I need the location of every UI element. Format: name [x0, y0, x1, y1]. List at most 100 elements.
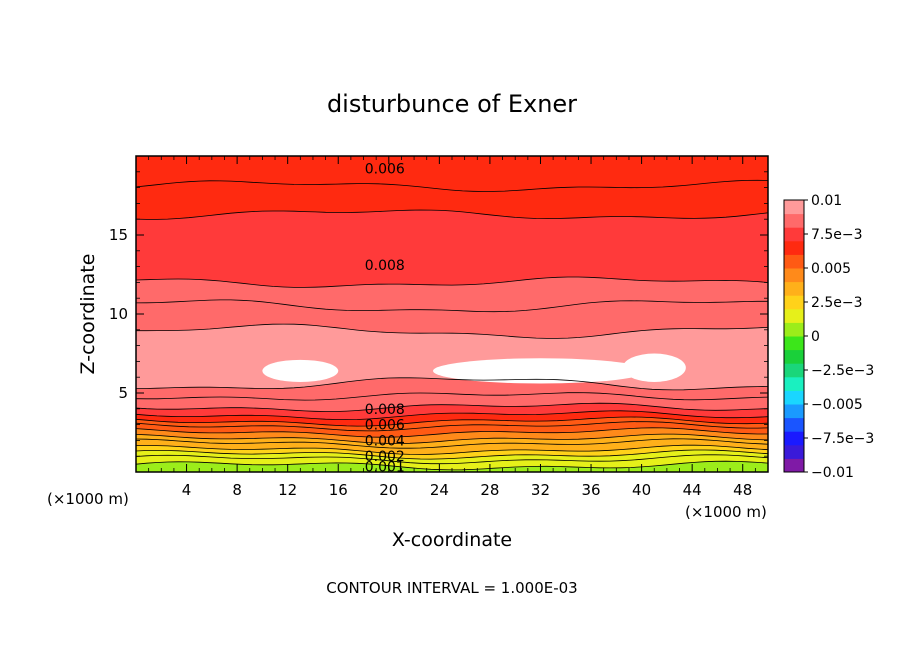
x-tick-label: 44 — [683, 481, 702, 499]
above-max-region — [433, 358, 648, 384]
colorbar-tick-label: 0.01 — [811, 193, 842, 209]
colorbar-tick-label: 0.005 — [811, 261, 851, 277]
x-axis-label: X-coordinate — [392, 529, 512, 551]
colorbar-tick-label: 2.5e−3 — [811, 295, 863, 311]
colorbar-swatch — [784, 254, 804, 269]
contour-label: 0.008 — [365, 402, 405, 418]
colorbar-swatch — [784, 390, 804, 405]
contour-band — [136, 438, 768, 455]
contour-line — [136, 402, 768, 412]
contour-line — [136, 299, 768, 313]
y-tick-label: 5 — [118, 384, 128, 402]
contour-label: 0.006 — [365, 162, 405, 178]
x-axis-ticks: 4 8 12 16 20 24 28 32 36 40 44 48 — [148, 156, 756, 499]
contour-label: 0.006 — [365, 418, 405, 434]
colorbar-tick-label: −0.005 — [811, 397, 863, 413]
contour-band — [136, 210, 768, 288]
contour-line — [136, 416, 768, 427]
contour-band — [136, 417, 768, 431]
contour-line — [136, 421, 768, 432]
contour-interval-footer: CONTOUR INTERVAL = 1.000E-03 — [326, 579, 577, 597]
colorbar-tick-label: −0.01 — [811, 465, 854, 481]
plot-area — [136, 156, 768, 472]
contour-line — [136, 454, 768, 465]
x-tick-label: 12 — [278, 481, 297, 499]
contour-band — [136, 427, 768, 444]
colorbar-swatch — [784, 376, 804, 391]
contour-band — [136, 277, 768, 312]
colorbar-swatch — [784, 227, 804, 242]
colorbar-swatch — [784, 268, 804, 283]
x-tick-label: 28 — [480, 481, 499, 499]
contour-line — [136, 377, 768, 391]
contour-line — [136, 433, 768, 444]
colorbar-tick-label: −2.5e−3 — [811, 363, 874, 379]
colorbar — [784, 200, 804, 473]
x-tick-label: 20 — [379, 481, 398, 499]
contour-band — [136, 403, 768, 420]
maximum-regions — [262, 353, 686, 384]
contour-band — [136, 461, 768, 472]
y-axis-ticks: 5 10 15 — [109, 171, 768, 457]
x-tick-label: 32 — [531, 481, 550, 499]
chart-title: disturbunce of Exner — [327, 90, 577, 118]
contour-line — [136, 449, 768, 460]
contour-line — [136, 209, 768, 220]
contour-lines — [136, 179, 768, 471]
colorbar-swatch — [784, 240, 804, 255]
colorbar-tick-label: −7.5e−3 — [811, 431, 874, 447]
contour-line — [136, 323, 768, 339]
colorbar-swatch — [784, 444, 804, 459]
y-tick-label: 10 — [109, 305, 128, 323]
colorbar-swatch — [784, 349, 804, 364]
contour-line — [136, 276, 768, 288]
colorbar-swatch — [784, 308, 804, 323]
contour-band — [136, 450, 768, 464]
contour-band — [136, 421, 768, 438]
x-tick-label: 16 — [329, 481, 348, 499]
contour-band — [136, 299, 768, 339]
y-axis-label: Z-coordinate — [77, 254, 99, 375]
contour-line — [136, 392, 768, 401]
above-max-region — [262, 359, 339, 382]
x-unit-left: (×1000 m) — [47, 490, 129, 508]
x-tick-label: 4 — [182, 481, 192, 499]
contour-label: 0.004 — [365, 433, 405, 449]
colorbar-swatch — [784, 404, 804, 419]
contour-label: 0.002 — [365, 449, 405, 465]
colorbar-swatch — [784, 322, 804, 337]
colorbar-swatch — [784, 213, 804, 228]
x-tick-label: 40 — [632, 481, 651, 499]
contour-band — [136, 392, 768, 412]
contour-label: 0.008 — [365, 258, 405, 274]
contour-band — [136, 454, 768, 470]
contour-band — [136, 377, 768, 401]
colorbar-swatch — [784, 431, 804, 446]
colorbar-swatch — [784, 336, 804, 351]
above-max-region — [622, 353, 686, 382]
x-tick-label: 8 — [232, 481, 242, 499]
contour-band — [136, 180, 768, 220]
contour-line — [136, 438, 768, 449]
colorbar-tick-label: 7.5e−3 — [811, 227, 863, 243]
y-tick-label: 15 — [109, 226, 128, 244]
contour-line — [136, 427, 768, 438]
colorbar-tick-label: 0 — [811, 329, 820, 345]
colorbar-swatch — [784, 281, 804, 296]
x-tick-label: 36 — [581, 481, 600, 499]
contour-band — [136, 156, 768, 192]
colorbar-swatch — [784, 200, 804, 215]
x-tick-label: 24 — [430, 481, 449, 499]
colorbar-swatch — [784, 417, 804, 432]
colorbar-swatch — [784, 295, 804, 310]
x-tick-label: 48 — [733, 481, 752, 499]
contour-line — [136, 410, 768, 421]
colorbar-ticks: 0.01 7.5e−3 0.005 2.5e−3 0 −2.5e−3 −0.005 −7.5e… — [804, 193, 874, 481]
colorbar-swatch — [784, 363, 804, 378]
filled-contour-bands — [136, 156, 768, 472]
colorbar-swatch — [784, 458, 804, 473]
contour-line — [136, 444, 768, 455]
contour-line — [136, 179, 768, 192]
